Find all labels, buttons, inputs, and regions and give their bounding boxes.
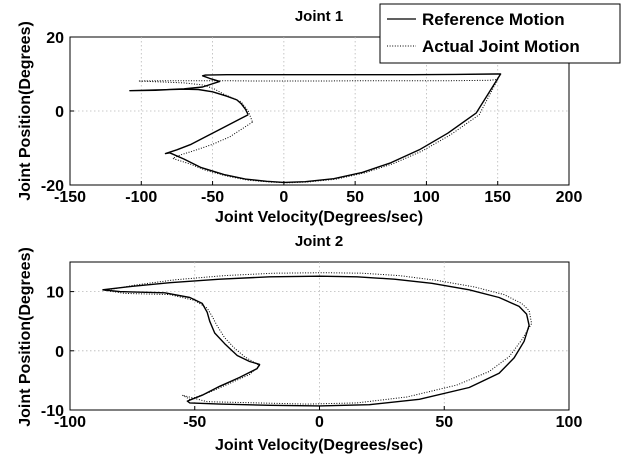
chart-2-xlabel: Joint Velocity(Degrees/sec) xyxy=(215,437,423,454)
chart-1-xtick-label: 0 xyxy=(279,189,288,206)
chart-2-series-reference xyxy=(102,275,530,407)
chart-1-xtick-label: 150 xyxy=(484,189,511,206)
chart-2-ytick-label: 10 xyxy=(46,285,64,302)
chart-2-xtick-label: 50 xyxy=(435,414,453,431)
chart-1-series-actual xyxy=(137,79,499,184)
chart-1-xtick-label: 100 xyxy=(413,189,440,206)
chart-2-ylabel: Joint Position(Degrees) xyxy=(17,247,34,427)
chart-1-xlabel: Joint Velocity(Degrees/sec) xyxy=(215,209,423,226)
chart-1-ytick-label: 20 xyxy=(46,30,64,47)
legend-label-actual: Actual Joint Motion xyxy=(422,37,580,56)
chart-1-ytick-label: 0 xyxy=(55,104,64,121)
chart-1: -150 -100 -50 0 50 100 150 200 -20 0 20 Joint 1 Jo… xyxy=(17,8,582,226)
chart-1-ytick-label: -20 xyxy=(41,178,64,195)
chart-1-xtick-label: 200 xyxy=(556,189,583,206)
chart-1-series-reference xyxy=(129,73,502,184)
chart-2-series xyxy=(102,272,533,407)
chart-1-title: Joint 1 xyxy=(295,8,343,25)
chart-2-title: Joint 2 xyxy=(295,233,343,250)
chart-1-series xyxy=(129,73,502,184)
legend-label-reference: Reference Motion xyxy=(422,10,565,29)
chart-2-xtick-label: 0 xyxy=(315,414,324,431)
legend-box xyxy=(379,3,621,64)
chart-2-xtick-label: -50 xyxy=(183,414,206,431)
legend: Reference Motion Actual Joint Motion xyxy=(379,3,621,64)
chart-2-ytick-label: 0 xyxy=(55,344,64,361)
chart-1-xtick-label: 50 xyxy=(346,189,364,206)
chart-1-ylabel: Joint Position(Degrees) xyxy=(17,21,34,201)
chart-2-grid xyxy=(70,262,569,410)
chart-2-ytick-label: -10 xyxy=(41,403,64,420)
chart-1-xtick-label: -100 xyxy=(125,189,157,206)
chart-2-series-actual xyxy=(104,272,533,405)
chart-1-xtick-label: -150 xyxy=(54,189,86,206)
chart-1-xtick-label: -50 xyxy=(201,189,224,206)
chart-1-ticks: -150 -100 -50 0 50 100 150 200 -20 0 20 xyxy=(41,30,583,206)
chart-2-xtick-label: -100 xyxy=(54,414,86,431)
chart-2-xtick-label: 100 xyxy=(556,414,583,431)
